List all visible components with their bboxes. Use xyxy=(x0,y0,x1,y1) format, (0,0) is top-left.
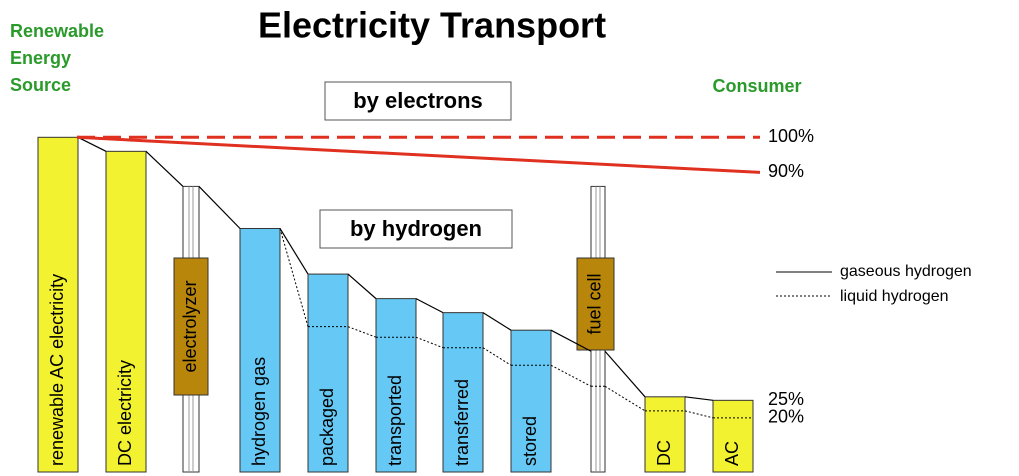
gaseous-line xyxy=(77,136,107,152)
liquid-line xyxy=(482,347,512,366)
stage-label: fuel cell xyxy=(584,273,604,334)
stage-bar xyxy=(644,396,686,473)
electrons-box xyxy=(324,81,512,121)
gaseous-line xyxy=(279,228,309,275)
hydrogen-box-label: by hydrogen xyxy=(350,216,482,241)
percent-label: 100% xyxy=(768,126,814,146)
stage-label: DC electricity xyxy=(115,360,135,466)
hydrogen-box xyxy=(319,209,513,249)
source-label: Source xyxy=(10,75,71,95)
stage-bar xyxy=(375,298,417,473)
stage-label: stored xyxy=(520,416,540,466)
stage-label: AC xyxy=(722,441,742,466)
stage-bar xyxy=(37,136,79,473)
legend-label: liquid hydrogen xyxy=(840,288,949,305)
liquid-line xyxy=(550,364,592,387)
stage-label: transferred xyxy=(452,379,472,466)
gaseous-line xyxy=(145,150,184,187)
stage-label: DC xyxy=(654,440,674,466)
gaseous-line xyxy=(684,396,714,401)
electrons-box-label: by electrons xyxy=(353,88,483,113)
stage-bar xyxy=(239,227,281,473)
stage-label: transported xyxy=(385,375,405,466)
stage-box xyxy=(173,257,209,396)
stage-bar xyxy=(307,273,349,473)
stage-label: renewable AC electricity xyxy=(47,274,67,466)
stage-bar xyxy=(712,399,754,473)
gaseous-line xyxy=(198,185,241,229)
stage-box xyxy=(576,257,615,351)
liquid-line xyxy=(415,336,444,349)
source-label: Renewable xyxy=(10,21,104,41)
source-label: Energy xyxy=(10,48,71,68)
stage-label: packaged xyxy=(317,388,337,466)
gaseous-line xyxy=(347,273,377,300)
stage-label: hydrogen gas xyxy=(249,357,269,466)
percent-label: 20% xyxy=(768,407,804,427)
electrons-line xyxy=(76,135,761,174)
liquid-line xyxy=(684,410,714,419)
gaseous-line xyxy=(604,350,646,398)
percent-label: 25% xyxy=(768,389,804,409)
gaseous-line xyxy=(415,298,444,314)
legend-label: gaseous hydrogen xyxy=(840,263,972,280)
stage-bar xyxy=(442,312,484,473)
stage-label: electrolyzer xyxy=(180,280,200,372)
liquid-line xyxy=(347,326,377,338)
consumer-label: Consumer xyxy=(712,76,801,96)
stage-bar xyxy=(105,150,147,473)
stage-bar xyxy=(510,329,552,473)
gaseous-line xyxy=(482,312,512,331)
title: Electricity Transport xyxy=(258,5,606,46)
percent-label: 90% xyxy=(768,161,804,181)
gaseous-line xyxy=(550,329,592,352)
liquid-line xyxy=(279,228,309,327)
